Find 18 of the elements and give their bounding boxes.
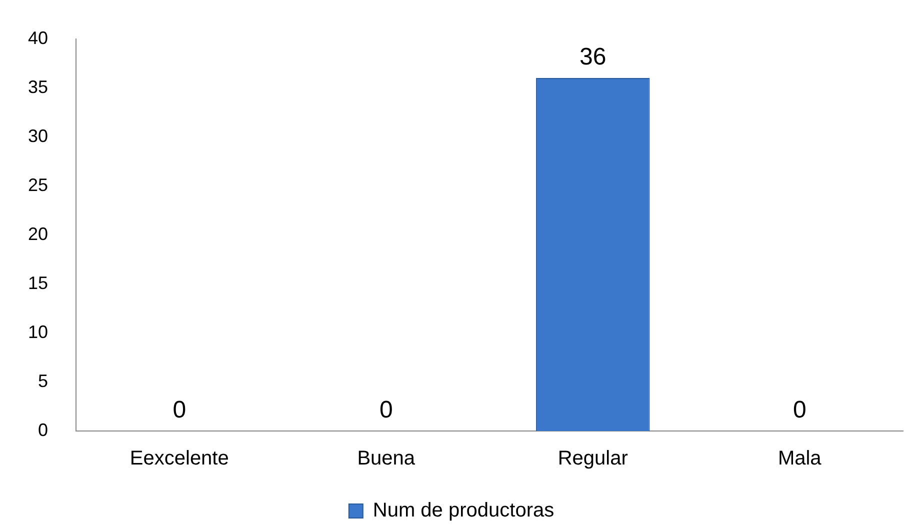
x-tick-label: Regular — [558, 448, 628, 470]
y-tick-label: 35 — [28, 76, 48, 97]
data-label: 36 — [580, 44, 606, 71]
y-tick-label: 0 — [38, 420, 48, 440]
data-label: 0 — [172, 396, 186, 424]
x-tick-label: Buena — [357, 448, 416, 470]
legend-label: Num de productoras — [372, 500, 554, 522]
y-tick-label: 30 — [28, 126, 48, 146]
x-tick-label: Mala — [778, 448, 822, 470]
y-tick-label: 25 — [28, 174, 48, 195]
y-tick-label: 40 — [28, 28, 48, 48]
data-label: 0 — [379, 396, 393, 424]
data-label: 0 — [792, 396, 806, 424]
y-tick-label: 10 — [28, 322, 48, 342]
y-tick-label: 15 — [28, 272, 48, 293]
x-tick-label: Eexcelente — [130, 448, 229, 470]
y-tick-label: 5 — [38, 370, 48, 391]
y-tick-label: 20 — [28, 224, 48, 244]
